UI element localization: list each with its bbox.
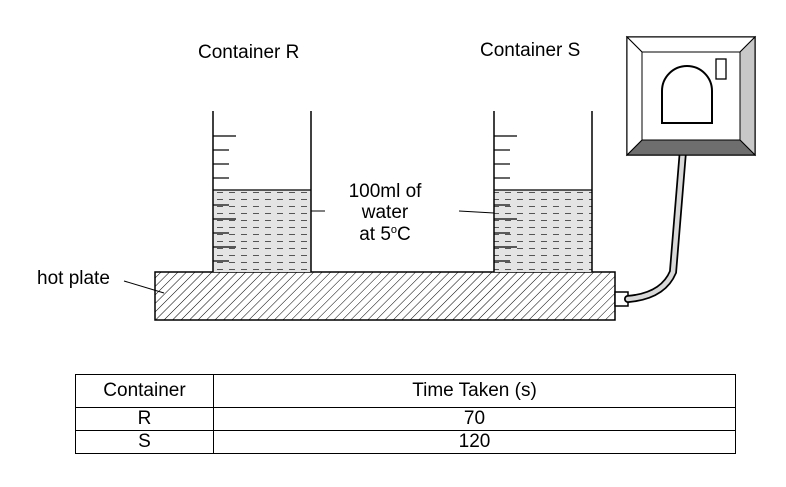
container-s-beaker bbox=[493, 111, 593, 272]
hot-plate-pointer bbox=[123, 280, 165, 294]
water-in-container-s bbox=[494, 190, 592, 272]
water-label-line1: 100ml of bbox=[348, 181, 422, 202]
table-row: S 120 bbox=[75, 430, 736, 454]
socket-switch bbox=[715, 58, 727, 80]
plug bbox=[661, 65, 713, 124]
container-r-label: Container R bbox=[198, 42, 300, 63]
table-row: R 70 bbox=[75, 407, 736, 431]
water-label-line2: water bbox=[361, 201, 409, 223]
degree-symbol: o bbox=[390, 223, 398, 236]
water-label: 100ml of water at 5oC bbox=[330, 181, 440, 246]
table-header-row: Container Time Taken (s) bbox=[75, 374, 736, 408]
results-table: Container Time Taken (s) R 70 S 120 bbox=[75, 374, 736, 454]
water-in-container-r bbox=[213, 190, 311, 272]
cell-time: 70 bbox=[213, 407, 736, 431]
cell-time: 120 bbox=[213, 430, 736, 454]
water-pointer-s bbox=[458, 210, 495, 214]
header-container: Container bbox=[75, 374, 214, 408]
wall-socket bbox=[625, 35, 757, 157]
hot-plate-label: hot plate bbox=[37, 268, 110, 289]
cell-container: R bbox=[75, 407, 214, 431]
hot-plate bbox=[154, 271, 616, 321]
header-time-taken: Time Taken (s) bbox=[213, 374, 736, 408]
container-s-label: Container S bbox=[480, 40, 581, 61]
container-r-beaker bbox=[212, 111, 312, 272]
cell-container: S bbox=[75, 430, 214, 454]
water-label-line3: at 5oC bbox=[359, 223, 411, 245]
